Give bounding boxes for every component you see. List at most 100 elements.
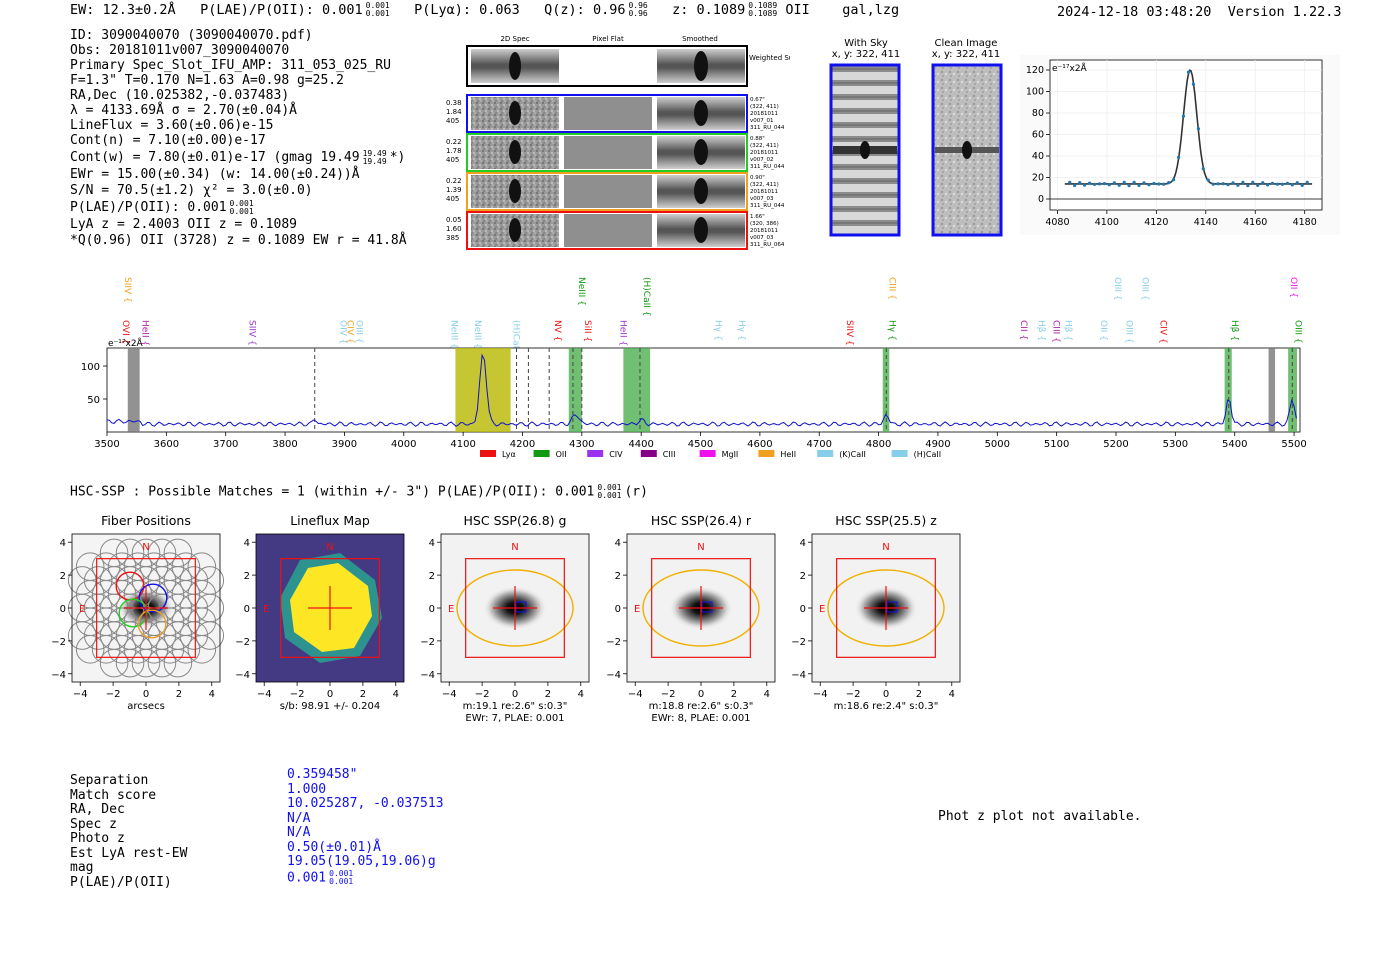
hsc-ytick-label: 0	[800, 604, 806, 615]
full-spectrum-mid-line-labels: OVI {HeII {SIIV {OIV {CIV {OIII {NeIII {…	[120, 320, 1302, 360]
hsc-aperture-ellipse	[642, 569, 760, 647]
summary-value-photoz: N/A	[287, 825, 311, 840]
line-fit-point	[1256, 183, 1260, 187]
full-spectrum-ylabel: e⁻¹⁷x2Å	[108, 337, 144, 349]
full-spectrum-xtick-label: 4500	[688, 439, 713, 450]
hsc-panel-caption: m:18.8 re:2.6" s:0.3"	[649, 701, 754, 712]
full-spectrum-xtick-label: 4600	[747, 439, 772, 450]
hsc-center-box	[515, 601, 527, 613]
fiber-circle	[83, 621, 113, 650]
full-spectrum-xtick-label: 3800	[272, 439, 297, 450]
line-fit-point	[1236, 183, 1240, 187]
photz-note: Phot z plot not available.	[938, 809, 1142, 824]
line-fit-point	[1196, 127, 1200, 131]
line-fit-point	[1275, 182, 1280, 186]
fiber-row-right-label: v007_02	[750, 157, 774, 163]
line-fit-point	[1167, 181, 1171, 185]
hsc-east-label: E	[79, 604, 85, 615]
full-spectrum-ytick-label: 100	[81, 362, 100, 373]
hsc-xtick-label: −4	[257, 689, 272, 700]
line-fit-point	[1211, 182, 1215, 186]
header-z: z: 0.1089	[672, 2, 746, 18]
fiber-row-right-label: 0.90"	[750, 175, 765, 181]
line-fit-point	[1127, 184, 1131, 188]
fiber-row-right-label: 20181011	[750, 228, 778, 234]
summary-label-photoz: Photo z	[70, 831, 125, 846]
hsc-ytick-label: 2	[244, 571, 250, 582]
summary-value-mag: 19.05(19.05,19.06)g	[287, 854, 436, 869]
fiber-row-frame	[466, 211, 748, 250]
line-fit-point	[1162, 182, 1166, 186]
info-contw-end: *)	[389, 150, 406, 165]
hsc-north-label: N	[882, 542, 889, 553]
line-fit-point	[1191, 82, 1195, 86]
hsc-ytick-label: 0	[615, 604, 621, 615]
fiber-circle	[195, 621, 225, 650]
hsc-north-label: N	[511, 542, 518, 553]
fiber-circle-orange	[137, 609, 167, 639]
detection-info: ID: 3090040070 (3090040070.pdf) Obs: 201…	[70, 28, 407, 250]
hsc-north-label: N	[142, 542, 149, 553]
hsc-ytick-label: 4	[800, 538, 806, 549]
fiber-row-left-label: 405	[446, 117, 459, 125]
header-qz-sub: 0.96	[628, 9, 648, 18]
header-plae: P(LAE)/P(OII): 0.001	[200, 2, 363, 18]
line-fit-point	[1201, 167, 1205, 171]
hsc-xtick-label: −4	[73, 689, 88, 700]
hsc-ytick-label: 0	[60, 604, 66, 615]
col-header-2dspec: 2D Spec	[500, 35, 529, 43]
line-fit-ytick-label: 60	[1032, 130, 1044, 141]
legend-swatch	[699, 450, 716, 457]
line-fit-ytick-label: 40	[1032, 151, 1044, 162]
line-fit-point	[1280, 182, 1284, 186]
line-fit-point	[1137, 183, 1141, 187]
info-plae-sub: 0.001	[229, 206, 254, 216]
legend-label: CIV	[609, 450, 623, 459]
info-primary: Primary Spec_Slot_IFU_AMP: 311_053_025_R…	[70, 58, 391, 73]
line-fit-data-points	[1068, 70, 1309, 188]
header-z-sup: 0.1089	[748, 1, 778, 10]
hsc-xtick-label: 2	[176, 689, 182, 700]
info-lya: LyA z = 2.4003 OII z = 0.1089	[70, 217, 297, 232]
fiber-circle	[171, 635, 201, 664]
line-fit-point	[1177, 155, 1181, 159]
fiber-row-left-label: 0.22	[446, 177, 462, 185]
hsc-xtick-label: 4	[764, 689, 770, 700]
fiber-row-left-label: 405	[446, 156, 459, 164]
fiber-row-left-label: 0.05	[446, 216, 462, 224]
line-fit-point	[1122, 180, 1126, 184]
info-lambda: λ = 4133.69Å σ = 2.70(±0.04)Å	[70, 103, 297, 118]
fiber-circle	[131, 648, 161, 678]
full-spectrum-mid-line-label: Hβ {	[1063, 320, 1073, 341]
hsc-ytick-label: −2	[606, 637, 621, 648]
hsc-xtick-label: 0	[143, 689, 149, 700]
full-spectrum-mid-line-label: OVI {	[120, 320, 130, 344]
line-fit-point	[1132, 180, 1136, 184]
full-spectrum-axes	[106, 347, 1301, 433]
line-fit-point	[1088, 181, 1092, 185]
summary-value-separation: 0.359458"	[287, 767, 358, 782]
hsc-center-box	[886, 601, 898, 613]
fiber-row-right-label: (322, 411)	[750, 182, 779, 188]
fiber-row-left-label: 0.38	[446, 99, 462, 107]
hsc-xtick-label: −2	[106, 689, 121, 700]
full-spectrum-xtick-label: 4900	[925, 439, 950, 450]
full-spectrum-xtick-label: 5500	[1281, 439, 1306, 450]
hsc-east-label: E	[448, 604, 454, 615]
line-fit-point	[1186, 70, 1191, 74]
hsc-ytick-label: 2	[615, 571, 621, 582]
full-spectrum-mid-line-label: NeIII {	[472, 320, 482, 349]
weighted-2dspec-source	[509, 52, 521, 80]
hsc-title-text: HSC-SSP : Possible Matches = 1 (within +…	[70, 484, 595, 500]
header-qz: Q(z): 0.96	[544, 2, 626, 18]
info-plae: P(LAE)/P(OII): 0.001 0.001 0.001	[70, 199, 407, 217]
line-fit-point	[1216, 182, 1220, 186]
hsc-xtick-label: 0	[698, 689, 704, 700]
fiber-circle	[179, 621, 209, 650]
header-z-sub: 0.1089	[748, 9, 778, 18]
full-spectrum-mid-line-label: SIIV {	[844, 320, 854, 346]
summary-value-plae-sub: 0.001	[329, 876, 354, 886]
full-spectrum-xtick-label: 5100	[1044, 439, 1069, 450]
hsc-xtick-label: 4	[393, 689, 399, 700]
